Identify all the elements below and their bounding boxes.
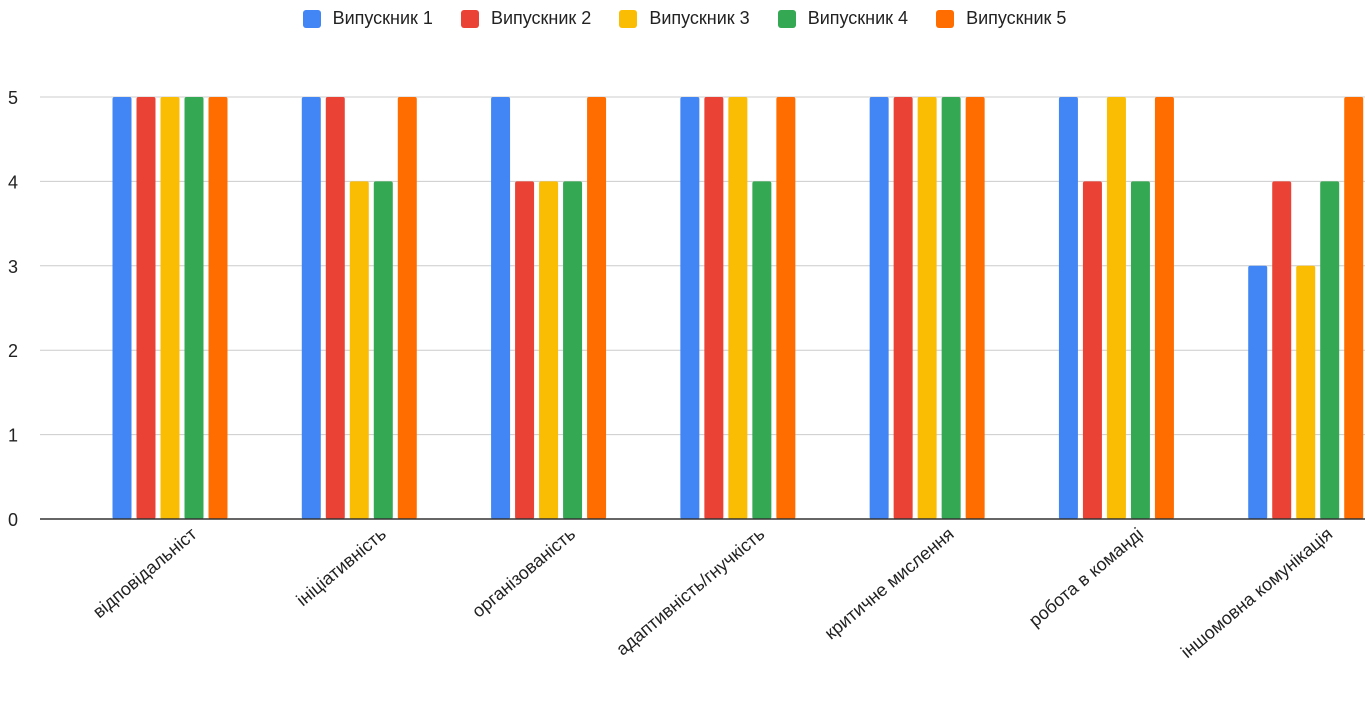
x-tick-label: організованість: [468, 524, 579, 622]
bar: [1106, 97, 1126, 519]
legend-label: Випускник 5: [966, 8, 1067, 28]
bar: [301, 97, 321, 519]
legend-label: Випускник 4: [807, 8, 909, 28]
bar: [776, 97, 796, 519]
bar: [373, 181, 393, 519]
bar: [1296, 265, 1316, 519]
bar: [325, 97, 345, 519]
bar: [397, 97, 417, 519]
y-tick-label: 5: [8, 88, 18, 108]
bar: [1272, 181, 1292, 519]
bar: [1320, 181, 1340, 519]
bar: [680, 97, 700, 519]
bar: [112, 97, 132, 519]
legend-swatch: [777, 9, 796, 28]
x-tick-label: адаптивність/гнучкість: [612, 524, 768, 660]
bar: [869, 97, 889, 519]
legend-swatch: [619, 9, 638, 28]
bar: [704, 97, 724, 519]
legend-item-2[interactable]: Випускник 2: [460, 8, 592, 29]
legend-label: Випускник 1: [332, 8, 433, 28]
bar: [587, 97, 607, 519]
legend-swatch: [302, 9, 321, 28]
legend-item-1[interactable]: Випускник 1: [302, 8, 433, 29]
bar: [1344, 97, 1364, 519]
x-tick-label: ініціативність: [293, 524, 390, 610]
bar: [539, 181, 559, 519]
legend-item-5[interactable]: Випускник 5: [936, 8, 1066, 29]
bar: [1154, 97, 1174, 519]
bar: [1248, 265, 1268, 519]
x-tick-label: відповідальніст: [89, 524, 201, 622]
bar: [349, 181, 369, 519]
y-tick-label: 4: [8, 172, 18, 192]
bar: [136, 97, 156, 519]
bar: [965, 97, 985, 519]
bar: [941, 97, 961, 519]
bar: [208, 97, 228, 519]
legend-item-3[interactable]: Випускник 3: [619, 8, 750, 29]
legend-label: Випускник 3: [649, 8, 750, 28]
legend-item-4[interactable]: Випускник 4: [777, 8, 909, 29]
bar: [515, 181, 535, 519]
bar: [563, 181, 583, 519]
legend-swatch: [460, 9, 479, 28]
bar: [160, 97, 180, 519]
bar: [917, 97, 937, 519]
bar: [1130, 181, 1150, 519]
y-tick-label: 3: [8, 257, 18, 277]
x-tick-label: іншомовна комунікація: [1177, 524, 1336, 662]
chart-legend: Випускник 1 Випускник 2 Випускник 3 Випускн…: [0, 8, 1369, 29]
y-tick-label: 0: [8, 510, 18, 530]
bar: [1058, 97, 1078, 519]
x-tick-label: робота в команді: [1025, 524, 1147, 631]
legend-swatch: [936, 9, 955, 28]
y-tick-label: 2: [8, 341, 18, 361]
bar: [184, 97, 204, 519]
bar: [491, 97, 511, 519]
bar: [752, 181, 772, 519]
legend-label: Випускник 2: [490, 8, 592, 28]
bar: [1082, 181, 1102, 519]
bar: [893, 97, 913, 519]
y-tick-label: 1: [8, 426, 18, 446]
x-tick-label: критичне мислення: [821, 524, 958, 644]
bar: [728, 97, 748, 519]
